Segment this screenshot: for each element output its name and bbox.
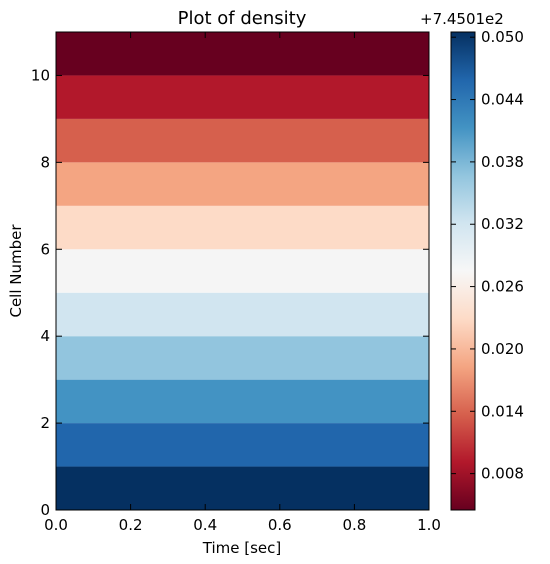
x-tick-label: 0.0 <box>44 516 68 534</box>
x-axis-ticks: 0.0 0.2 0.4 0.6 0.8 1.0 <box>44 32 441 534</box>
y-tick-label: 6 <box>40 240 50 258</box>
x-axis-label: Time [sec] <box>202 539 281 557</box>
heatmap-cell-9 <box>56 75 429 119</box>
y-tick-label: 0 <box>40 501 50 519</box>
y-axis-ticks: 0 2 4 6 8 10 <box>31 66 429 519</box>
heatmap-cell-8 <box>56 118 429 163</box>
heatmap-cell-4 <box>56 292 429 337</box>
heatmap-cell-5 <box>56 249 429 293</box>
colorbar-tick-label: 0.038 <box>481 153 524 171</box>
colorbar-offset-label: +7.4501e2 <box>420 10 504 28</box>
colorbar-ticks: 0.008 0.014 0.020 0.026 0.032 0.038 0.044 0.050 <box>451 28 524 483</box>
y-tick-label: 2 <box>40 414 50 432</box>
plot-frame <box>55 31 430 511</box>
chart-title: Plot of density <box>178 8 307 29</box>
x-tick-label: 0.4 <box>193 516 217 534</box>
colorbar-tick-label: 0.050 <box>481 28 524 46</box>
heatmap-cell-0 <box>56 466 429 510</box>
heatmap-cell-3 <box>56 336 429 380</box>
y-tick-label: 4 <box>40 327 50 345</box>
y-tick-label: 8 <box>40 153 50 171</box>
heatmap-cell-2 <box>56 379 429 424</box>
colorbar-tick-label: 0.020 <box>481 340 524 358</box>
colorbar-tick-label: 0.032 <box>481 215 524 233</box>
colorbar-tick-label: 0.026 <box>481 278 524 296</box>
heatmap-cell-10 <box>56 32 429 76</box>
colorbar <box>450 31 476 511</box>
heatmap-cells <box>56 32 429 510</box>
y-axis-label: Cell Number <box>7 224 25 318</box>
x-tick-label: 0.8 <box>342 516 366 534</box>
colorbar-tick-label: 0.008 <box>481 465 524 483</box>
y-tick-label: 10 <box>31 66 50 84</box>
x-tick-label: 0.2 <box>119 516 143 534</box>
heatmap-cell-6 <box>56 205 429 250</box>
colorbar-tick-label: 0.014 <box>481 402 524 420</box>
x-tick-label: 1.0 <box>417 516 441 534</box>
colorbar-tick-label: 0.044 <box>481 91 524 109</box>
heatmap-cell-7 <box>56 162 429 206</box>
heatmap-cell-1 <box>56 423 429 467</box>
x-tick-label: 0.6 <box>268 516 292 534</box>
